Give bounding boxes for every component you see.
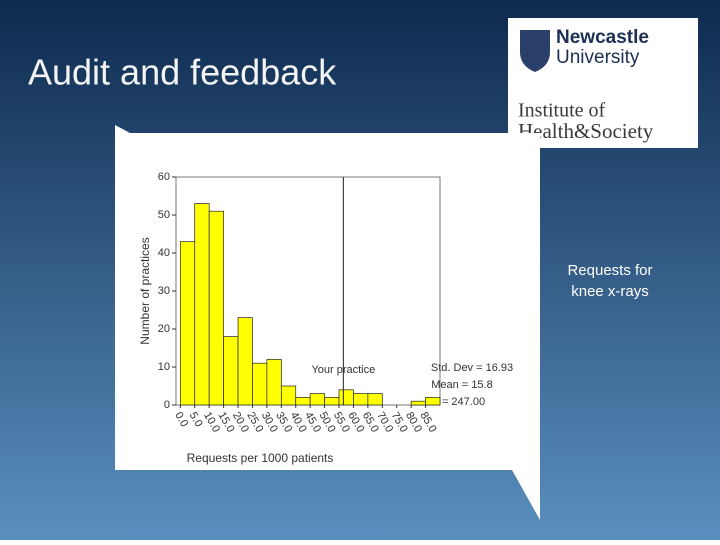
- y-tick-label: 0: [164, 399, 170, 411]
- y-tick-label: 30: [158, 285, 170, 297]
- bar: [179, 241, 196, 406]
- bar: [353, 393, 369, 406]
- bar: [266, 359, 282, 406]
- bar: [425, 397, 441, 406]
- bar: [367, 393, 383, 406]
- bar: [194, 203, 210, 406]
- annotation: N = 247.00: [431, 396, 485, 408]
- y-tick-label: 60: [158, 171, 170, 183]
- annotation: Std. Dev = 16.93: [431, 362, 513, 374]
- y-tick-label: 20: [158, 323, 170, 335]
- caption: knee x-rays: [571, 283, 649, 300]
- bar: [324, 397, 340, 406]
- bar: [295, 397, 311, 406]
- bar: [309, 393, 325, 406]
- x-axis-label: Requests per 1000 patients: [187, 451, 334, 465]
- bar: [338, 389, 354, 406]
- bar: [252, 362, 268, 406]
- y-axis-label: Number of practices: [138, 237, 152, 344]
- logo-text: Health&Society: [518, 119, 654, 143]
- bar: [237, 317, 253, 406]
- logo-text: Institute of: [518, 100, 606, 122]
- logo-text: University: [556, 47, 640, 68]
- bar: [208, 210, 224, 406]
- bar: [410, 400, 426, 406]
- slide-title: Audit and feedback: [28, 52, 337, 93]
- bar: [223, 336, 239, 406]
- caption: Requests for: [567, 262, 652, 279]
- y-tick-label: 10: [158, 361, 170, 373]
- marker-label: Your practice: [311, 364, 375, 376]
- logo-text: Newcastle: [556, 27, 649, 48]
- y-tick-label: 50: [158, 209, 170, 221]
- annotation: Mean = 15.8: [431, 379, 492, 391]
- bar: [280, 385, 297, 406]
- y-tick-label: 40: [158, 247, 170, 259]
- logo-shield: [520, 30, 550, 72]
